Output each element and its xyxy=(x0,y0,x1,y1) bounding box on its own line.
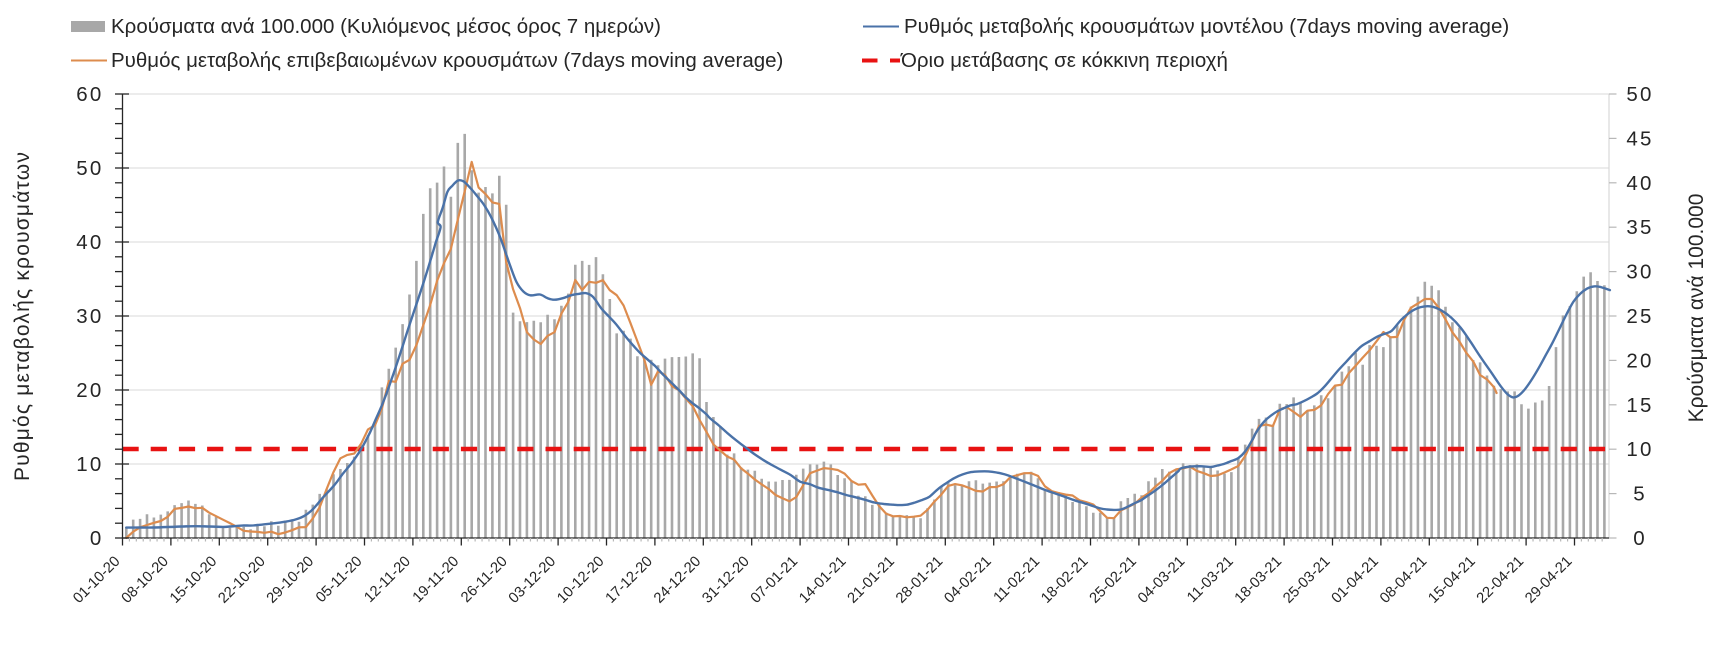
svg-text:25: 25 xyxy=(1626,305,1653,328)
svg-text:Ρυθμός μεταβολής επιβεβαιωμένω: Ρυθμός μεταβολής επιβεβαιωμένων κρουσμάτ… xyxy=(111,49,783,72)
svg-text:15: 15 xyxy=(1626,394,1653,417)
svg-text:Ρυθμός μεταβολής κρουσμάτων: Ρυθμός μεταβολής κρουσμάτων xyxy=(11,151,34,481)
svg-text:30: 30 xyxy=(76,305,103,328)
svg-text:40: 40 xyxy=(76,231,103,254)
svg-text:Όριο μετάβασης σε κόκκινη περι: Όριο μετάβασης σε κόκκινη περιοχή xyxy=(900,49,1228,72)
svg-text:20: 20 xyxy=(1626,349,1653,372)
svg-text:0: 0 xyxy=(1633,527,1647,550)
svg-text:40: 40 xyxy=(1626,172,1653,195)
svg-text:20: 20 xyxy=(76,379,103,402)
svg-text:50: 50 xyxy=(76,157,103,180)
svg-text:Ρυθμός μεταβολής κρουσμάτων μο: Ρυθμός μεταβολής κρουσμάτων μοντέλου (7d… xyxy=(904,15,1509,38)
svg-text:Κρούσματα ανά 100.000 (Κυλιόμε: Κρούσματα ανά 100.000 (Κυλιόμενος μέσος … xyxy=(111,15,661,38)
svg-text:35: 35 xyxy=(1626,216,1653,239)
svg-text:30: 30 xyxy=(1626,261,1653,284)
svg-text:Κρούσματα ανά 100.000: Κρούσματα ανά 100.000 xyxy=(1685,194,1708,423)
svg-text:10: 10 xyxy=(1626,438,1653,461)
svg-text:0: 0 xyxy=(90,527,104,550)
svg-text:5: 5 xyxy=(1633,483,1647,506)
svg-text:60: 60 xyxy=(76,83,103,106)
svg-text:50: 50 xyxy=(1626,83,1653,106)
svg-text:10: 10 xyxy=(76,453,103,476)
svg-text:45: 45 xyxy=(1626,127,1653,150)
